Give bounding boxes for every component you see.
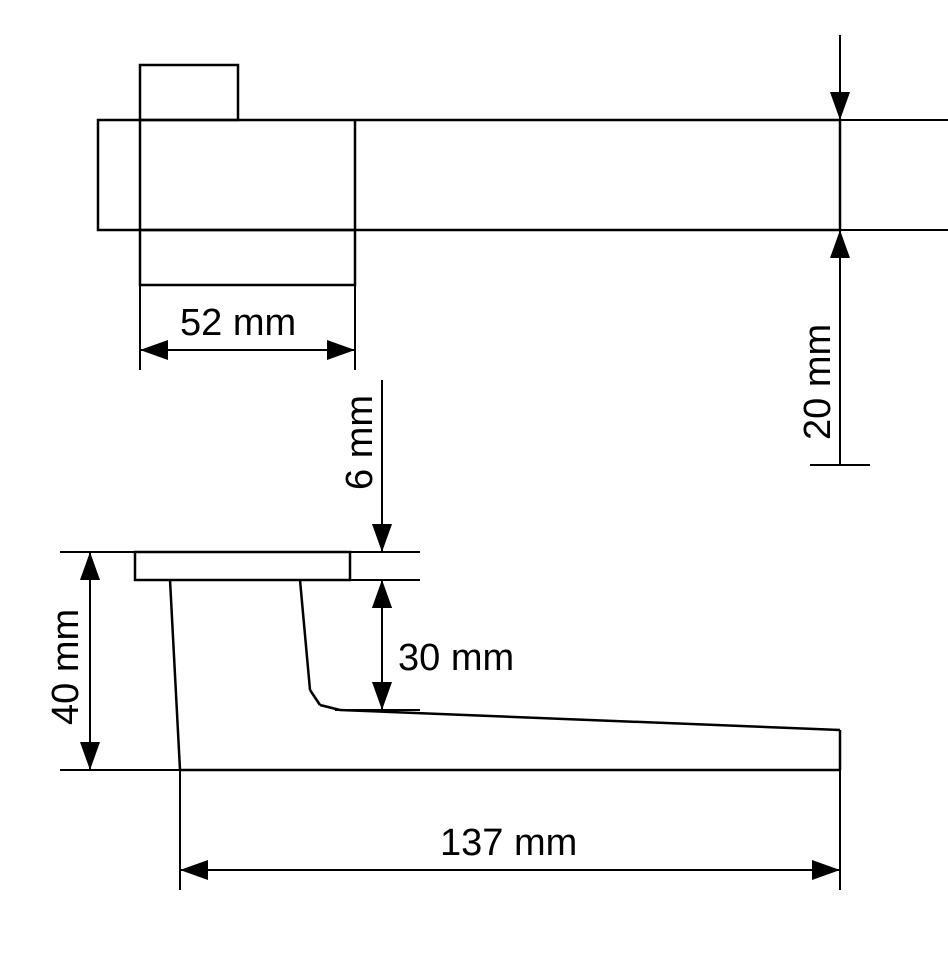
dim-6-label: 6 mm <box>339 395 381 490</box>
dim-52-label: 52 mm <box>180 302 296 344</box>
dim-40: 40 mm <box>45 552 100 770</box>
dim-137-label: 137 mm <box>440 822 577 864</box>
technical-drawing: 52 mm 20 mm <box>0 0 948 953</box>
dim-20: 20 mm <box>797 35 948 465</box>
dim-137: 137 mm <box>180 770 840 890</box>
top-view <box>98 65 840 285</box>
dim-30-label: 30 mm <box>398 637 514 679</box>
dim-20-label: 20 mm <box>797 324 839 440</box>
dim-30: 30 mm <box>372 580 514 710</box>
dim-40-label: 40 mm <box>45 609 87 725</box>
dim-52: 52 mm <box>140 285 355 370</box>
